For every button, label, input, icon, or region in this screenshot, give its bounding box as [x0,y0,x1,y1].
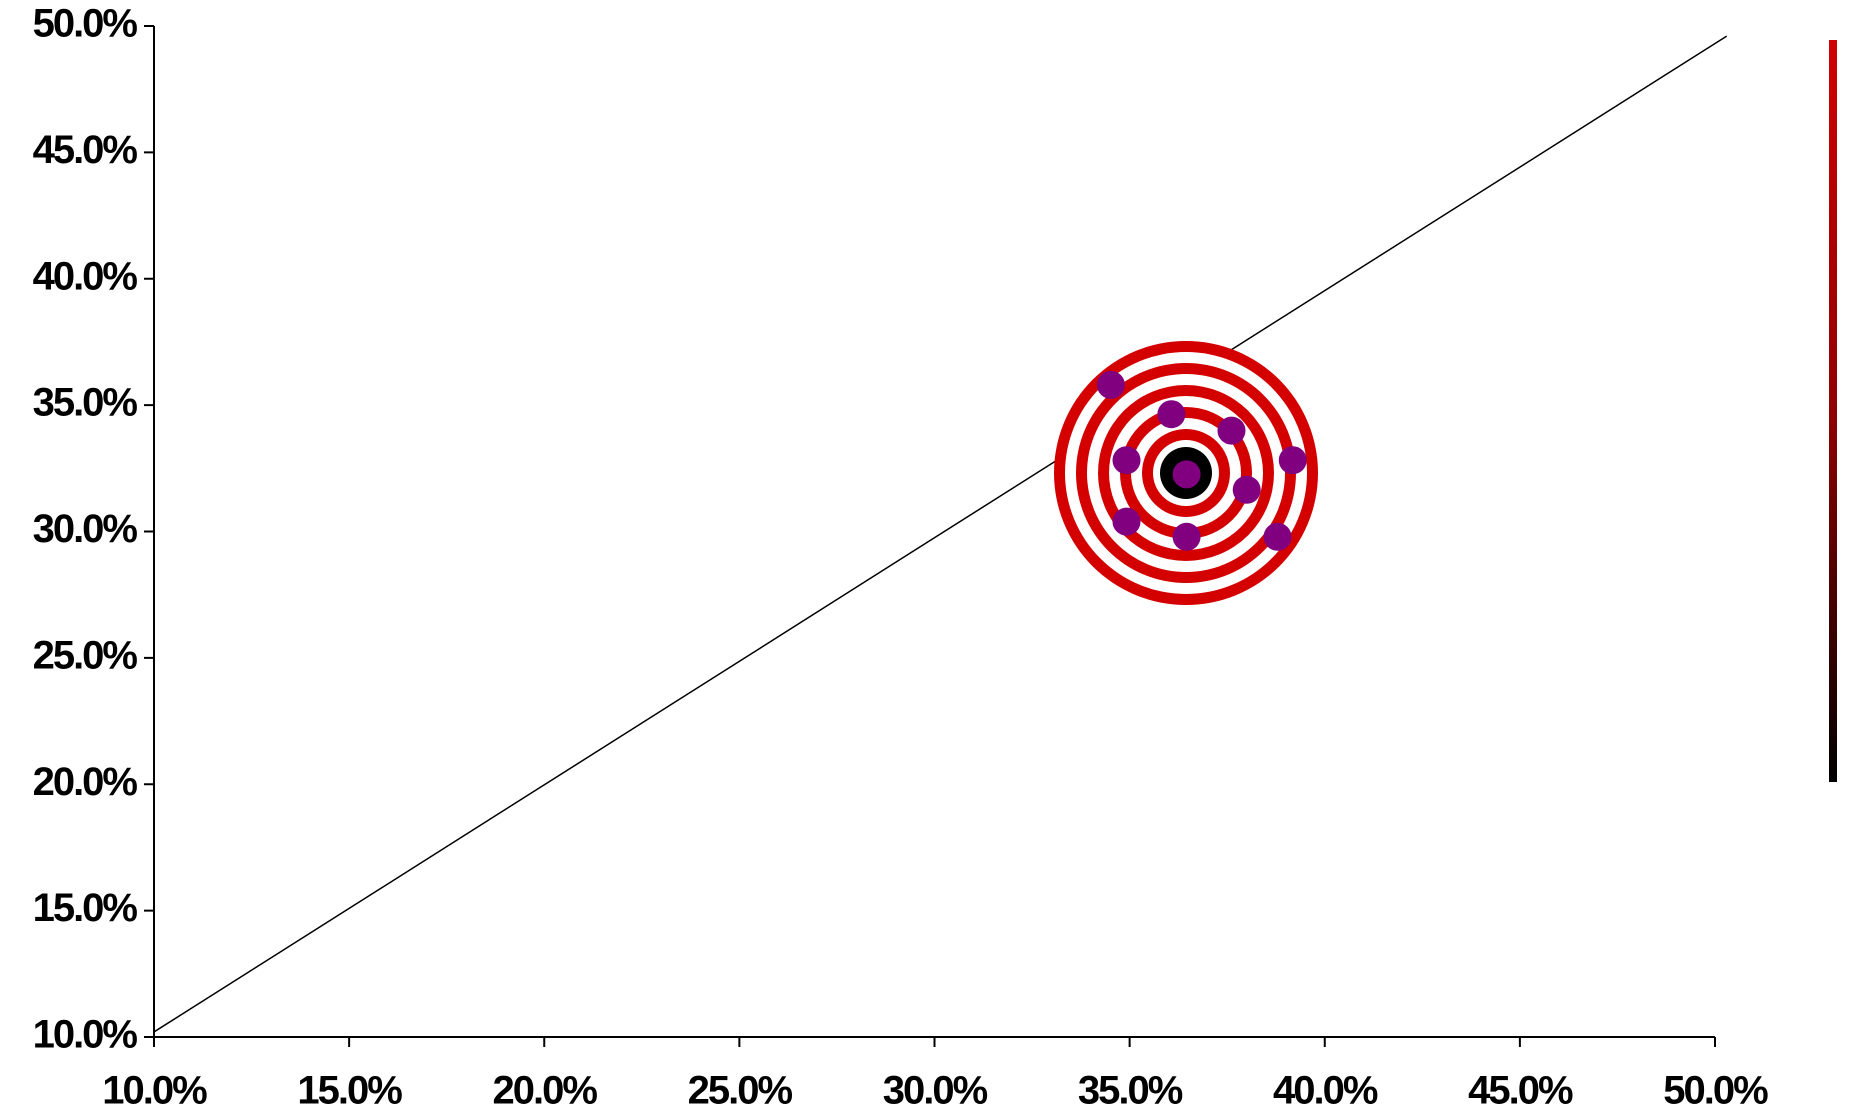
x-tick-label: 45.0% [1468,1069,1573,1113]
point [1217,416,1246,445]
point [1096,370,1125,399]
point [1112,507,1141,536]
x-tick-label: 20.0% [493,1069,598,1113]
y-tick-label: 35.0% [33,381,138,425]
y-tick-label: 10.0% [33,1013,138,1057]
y-tick-label: 15.0% [33,886,138,930]
x-tick-label: 30.0% [883,1069,988,1113]
y-tick-label: 20.0% [33,760,138,804]
x-tick-label: 50.0% [1663,1069,1768,1113]
y-tick-label: 30.0% [33,507,138,551]
point [1112,446,1141,475]
point [1172,522,1201,551]
color-bar [1829,40,1837,782]
y-tick-label: 45.0% [33,128,138,172]
plot: 10.0% 15.0% 20.0% 25.0% 30.0% 35.0% 40.0% 45.0%… [33,2,1771,1113]
point [1278,446,1307,475]
y-tick-label: 25.0% [33,633,138,677]
point [1263,522,1292,551]
x-tick-label: 25.0% [688,1069,793,1113]
y-tick-label: 50.0% [33,2,138,46]
reference-line [153,35,1728,1033]
x-tick-label: 40.0% [1273,1069,1378,1113]
point [1157,400,1186,429]
x-tick-label: 35.0% [1078,1069,1183,1113]
point [1172,460,1201,489]
x-tick-label: 15.0% [297,1069,402,1113]
y-tick-label: 40.0% [33,254,138,298]
x-tick-label: 10.0% [102,1069,207,1113]
point [1232,475,1261,504]
